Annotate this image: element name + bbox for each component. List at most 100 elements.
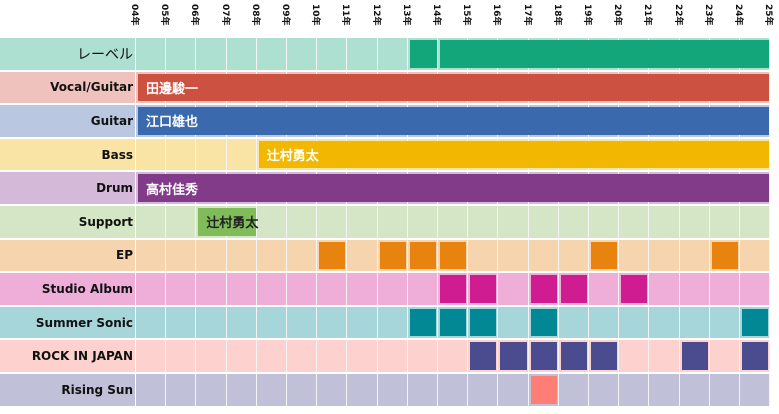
row-label: Support [78, 214, 133, 229]
year-tick-label: 05年 [159, 4, 170, 26]
year-tick-label: 14年 [431, 4, 441, 26]
grid-cell [287, 374, 318, 406]
filled-cell [591, 342, 618, 370]
grid-cell [619, 306, 650, 339]
grid-cell [468, 206, 499, 238]
year-tick-label: 12年 [370, 4, 381, 26]
grid-cell [377, 273, 408, 305]
year-tick-label: 19年 [582, 4, 592, 26]
grid-cell [136, 138, 167, 171]
grid-cell [649, 340, 680, 372]
year-tick-label: 22年 [672, 4, 683, 26]
row-support: Support 辻村勇太 [0, 206, 771, 238]
year-tick-label: 07年 [219, 4, 230, 26]
row-drum: Drum 高村佳秀 [0, 172, 771, 204]
grid-cell [136, 306, 167, 339]
filled-cell [711, 241, 738, 270]
grid-cell [196, 273, 227, 305]
row-studio-album: Studio Album [0, 273, 771, 305]
grid-cell [498, 273, 529, 305]
grid-cell [679, 273, 710, 305]
grid-cell [196, 38, 227, 70]
filled-cell [470, 275, 497, 303]
row-label: Vocal/Guitar [50, 80, 133, 95]
grid-cell [438, 206, 469, 238]
filled-cell [560, 275, 587, 303]
grid-cell [709, 374, 740, 406]
row-guitar: Guitar 江口雄也 [0, 105, 771, 137]
grid-cell [196, 306, 227, 339]
row--: レーベル [0, 38, 771, 70]
grid-cell [166, 374, 197, 406]
grid-cell [196, 374, 227, 406]
row-label-bg [0, 374, 135, 406]
grid-cell [166, 273, 197, 305]
grid-cell [317, 273, 348, 305]
row-label: Guitar [90, 113, 133, 128]
year-tick-label: 13年 [400, 4, 411, 26]
row-bass: Bass 辻村勇太 [0, 138, 771, 171]
grid-cell [347, 239, 378, 272]
grid-cell [558, 306, 589, 339]
filled-cell [440, 308, 467, 337]
grid-cell [679, 306, 710, 339]
row-label: レーベル [77, 46, 133, 63]
grid-cell [347, 374, 378, 406]
member-bar: 辻村勇太 [258, 140, 770, 169]
grid-cell [226, 273, 257, 305]
filled-cell [530, 275, 557, 303]
grid-cell [709, 340, 740, 372]
grid-cell [196, 138, 227, 171]
grid-cell [317, 38, 348, 70]
grid-cell [740, 206, 771, 238]
grid-cell [226, 38, 257, 70]
filled-cell [621, 275, 648, 303]
grid-cell [317, 206, 348, 238]
grid-cell [136, 273, 167, 305]
grid-cell [347, 206, 378, 238]
row-label-bg [0, 273, 135, 305]
row-label: ROCK IN JAPAN [31, 349, 133, 364]
filled-cell [742, 308, 769, 337]
grid-cell [226, 239, 257, 272]
grid-cell [619, 374, 650, 406]
year-tick-label: 11年 [340, 4, 351, 26]
filled-cell [530, 308, 557, 337]
filled-cell [470, 308, 497, 337]
row-label-bg [0, 38, 135, 70]
year-tick-label: 20年 [612, 4, 623, 26]
filled-cell [440, 241, 467, 270]
grid-cell [377, 374, 408, 406]
filled-cell [560, 342, 587, 370]
grid-cell [317, 340, 348, 372]
grid-cell [287, 273, 318, 305]
grid-cell [166, 340, 197, 372]
row-label-bg [0, 105, 135, 137]
grid-cell [226, 340, 257, 372]
row-label: EP [116, 248, 133, 263]
row-label: Studio Album [41, 281, 133, 296]
grid-cell [740, 239, 771, 272]
grid-cell [347, 38, 378, 70]
filled-cell [530, 376, 557, 404]
grid-cell [649, 374, 680, 406]
filled-cell [681, 342, 708, 370]
row-ep: EP [0, 239, 771, 272]
grid-cell [438, 374, 469, 406]
grid-cell [287, 206, 318, 238]
member-bar: 辻村勇太 [198, 208, 258, 236]
grid-cell [498, 306, 529, 339]
member-bar [440, 40, 770, 68]
year-tick-label: 09年 [280, 4, 290, 26]
grid-cell [589, 374, 620, 406]
grid-cell [740, 273, 771, 305]
grid-cell [619, 340, 650, 372]
grid-cell [558, 239, 589, 272]
grid-cell [468, 374, 499, 406]
grid-cell [256, 374, 287, 406]
grid-cell [709, 206, 740, 238]
row-label: Rising Sun [61, 382, 133, 397]
year-tick-label: 21年 [642, 4, 653, 26]
grid-cell [498, 206, 529, 238]
grid-cell [347, 273, 378, 305]
